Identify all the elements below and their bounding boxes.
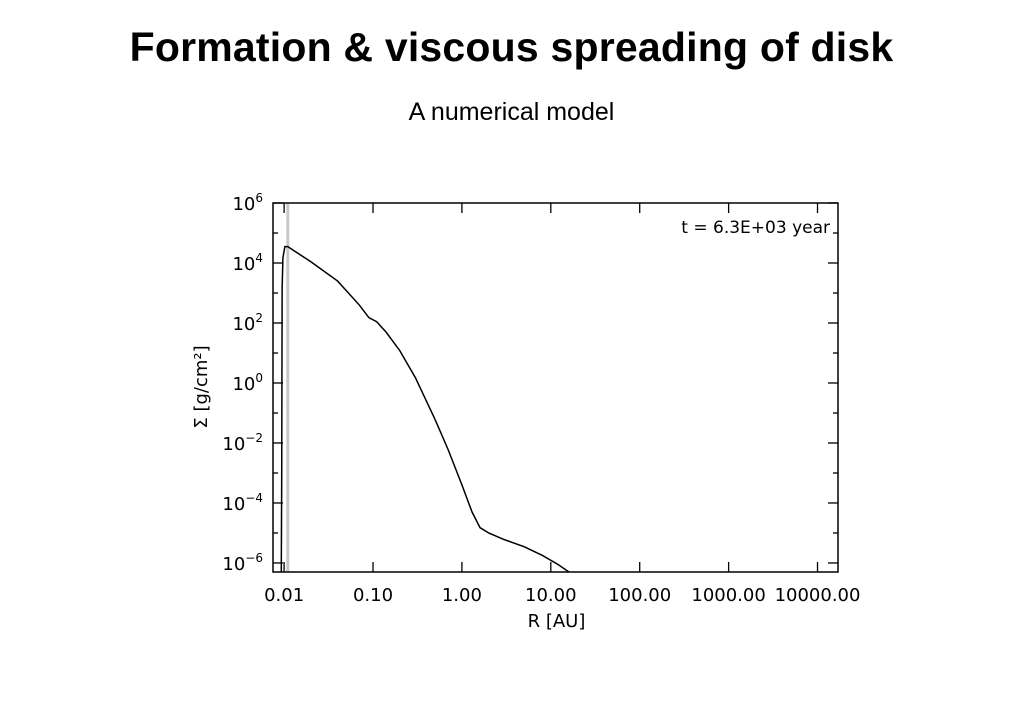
x-tick-label: 100.00	[608, 585, 671, 606]
y-tick-label: 106	[232, 191, 263, 215]
x-tick-label: 10.00	[525, 585, 577, 606]
slide-subtitle: A numerical model	[408, 98, 615, 126]
time-annotation: t = 6.3E+03 year	[681, 218, 830, 238]
y-axis-label: Σ [g/cm²]	[191, 345, 212, 428]
series-line	[280, 245, 570, 572]
y-tick-label: 102	[232, 311, 263, 335]
axis-ticks	[273, 202, 838, 572]
x-tick-label: 10000.00	[775, 585, 861, 606]
y-tick-label: 104	[232, 251, 263, 275]
x-tick-label: 0.01	[264, 585, 304, 606]
y-tick-label: 10−4	[222, 491, 263, 515]
x-tick-label: 1.00	[442, 585, 482, 606]
y-tick-label: 100	[232, 371, 263, 395]
x-tick-label: 1000.00	[691, 585, 765, 606]
plot-frame	[272, 202, 839, 573]
y-tick-labels: 106 104 102 100 10−2 10−4 10−6	[222, 191, 263, 575]
y-tick-label: 10−6	[222, 551, 263, 575]
slide-title: Formation & viscous spreading of disk	[129, 24, 894, 70]
x-axis-label: R [AU]	[528, 611, 586, 632]
y-tick-label: 10−2	[222, 431, 263, 455]
x-tick-label: 0.10	[353, 585, 393, 606]
x-tick-labels: 0.01 0.10 1.00 10.00 100.00 1000.00 10000.00	[264, 585, 860, 606]
